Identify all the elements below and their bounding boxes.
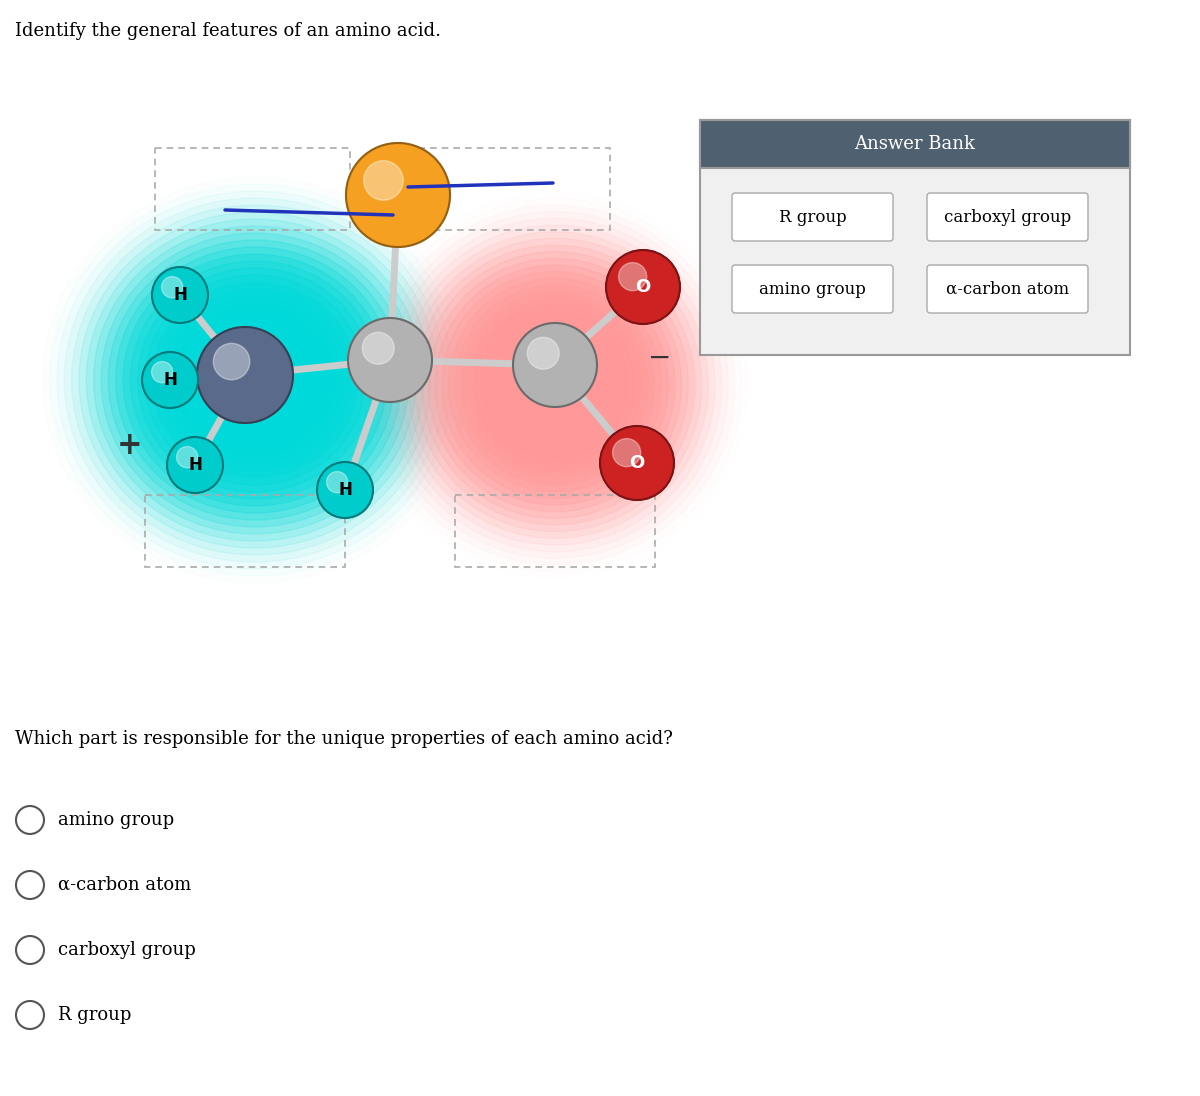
Circle shape — [618, 263, 647, 290]
Ellipse shape — [475, 305, 635, 465]
Circle shape — [600, 426, 674, 500]
Text: α-carbon atom: α-carbon atom — [58, 876, 191, 894]
Circle shape — [151, 362, 173, 383]
Ellipse shape — [415, 246, 695, 525]
Ellipse shape — [233, 359, 277, 401]
Ellipse shape — [160, 289, 350, 471]
Ellipse shape — [481, 311, 629, 458]
Ellipse shape — [190, 317, 322, 443]
Ellipse shape — [138, 269, 372, 492]
Text: H: H — [188, 456, 202, 473]
Ellipse shape — [488, 318, 622, 452]
Circle shape — [162, 276, 182, 298]
Circle shape — [142, 352, 198, 408]
Ellipse shape — [436, 265, 674, 505]
Ellipse shape — [535, 365, 575, 406]
Ellipse shape — [462, 292, 648, 478]
Circle shape — [612, 438, 641, 467]
FancyBboxPatch shape — [928, 265, 1088, 313]
Ellipse shape — [204, 331, 306, 429]
Circle shape — [317, 463, 373, 518]
Ellipse shape — [181, 310, 329, 450]
Circle shape — [514, 323, 598, 407]
Circle shape — [167, 437, 223, 493]
Text: α-carbon atom: α-carbon atom — [946, 281, 1069, 297]
Ellipse shape — [86, 219, 424, 541]
Ellipse shape — [428, 259, 682, 512]
Text: R group: R group — [779, 208, 846, 226]
Circle shape — [364, 161, 403, 201]
Ellipse shape — [94, 226, 416, 534]
Text: R group: R group — [58, 1006, 131, 1024]
Text: carboxyl group: carboxyl group — [944, 208, 1072, 226]
Ellipse shape — [421, 252, 689, 518]
Text: H: H — [338, 481, 352, 499]
Ellipse shape — [72, 205, 438, 555]
Text: amino group: amino group — [58, 811, 174, 829]
Ellipse shape — [131, 261, 379, 499]
Circle shape — [527, 338, 559, 369]
Text: H: H — [173, 286, 187, 304]
Ellipse shape — [449, 278, 661, 492]
Text: −: − — [648, 344, 672, 372]
Ellipse shape — [240, 366, 270, 393]
Circle shape — [606, 250, 680, 324]
Ellipse shape — [442, 272, 668, 499]
Ellipse shape — [79, 212, 431, 548]
Circle shape — [176, 446, 198, 468]
FancyBboxPatch shape — [732, 193, 893, 241]
Ellipse shape — [124, 254, 386, 506]
FancyBboxPatch shape — [928, 193, 1088, 241]
Ellipse shape — [509, 339, 601, 432]
Ellipse shape — [468, 298, 642, 471]
Circle shape — [197, 327, 293, 423]
Text: Identify the general features of an amino acid.: Identify the general features of an amin… — [14, 22, 442, 39]
Ellipse shape — [115, 247, 395, 513]
Ellipse shape — [402, 231, 708, 538]
Text: Answer Bank: Answer Bank — [854, 135, 976, 153]
Ellipse shape — [174, 302, 336, 457]
Circle shape — [152, 267, 208, 323]
Ellipse shape — [226, 352, 284, 408]
Text: O: O — [629, 454, 644, 472]
Ellipse shape — [108, 240, 402, 520]
Ellipse shape — [101, 233, 409, 527]
Circle shape — [346, 142, 450, 247]
FancyBboxPatch shape — [700, 119, 1130, 168]
FancyBboxPatch shape — [732, 265, 893, 313]
Ellipse shape — [145, 275, 365, 486]
Ellipse shape — [408, 238, 702, 532]
Ellipse shape — [65, 198, 445, 562]
Ellipse shape — [496, 326, 616, 445]
Ellipse shape — [211, 338, 299, 422]
Ellipse shape — [247, 373, 263, 387]
Circle shape — [348, 318, 432, 402]
Circle shape — [326, 471, 348, 493]
Text: Which part is responsible for the unique properties of each amino acid?: Which part is responsible for the unique… — [14, 730, 673, 747]
Text: H: H — [163, 372, 176, 389]
Ellipse shape — [197, 324, 313, 436]
Ellipse shape — [515, 345, 595, 425]
Ellipse shape — [218, 345, 292, 415]
Text: amino group: amino group — [760, 281, 866, 297]
Ellipse shape — [395, 225, 715, 545]
Text: +: + — [118, 430, 143, 460]
FancyBboxPatch shape — [700, 119, 1130, 355]
Ellipse shape — [167, 296, 343, 464]
Ellipse shape — [541, 372, 569, 398]
Ellipse shape — [522, 352, 588, 419]
Ellipse shape — [152, 282, 358, 478]
Ellipse shape — [548, 378, 562, 391]
Ellipse shape — [528, 358, 582, 412]
Ellipse shape — [502, 332, 608, 438]
Text: carboxyl group: carboxyl group — [58, 941, 196, 959]
Circle shape — [362, 332, 394, 364]
Ellipse shape — [389, 218, 721, 551]
Ellipse shape — [455, 285, 655, 486]
Circle shape — [214, 343, 250, 380]
Text: O: O — [635, 278, 650, 296]
